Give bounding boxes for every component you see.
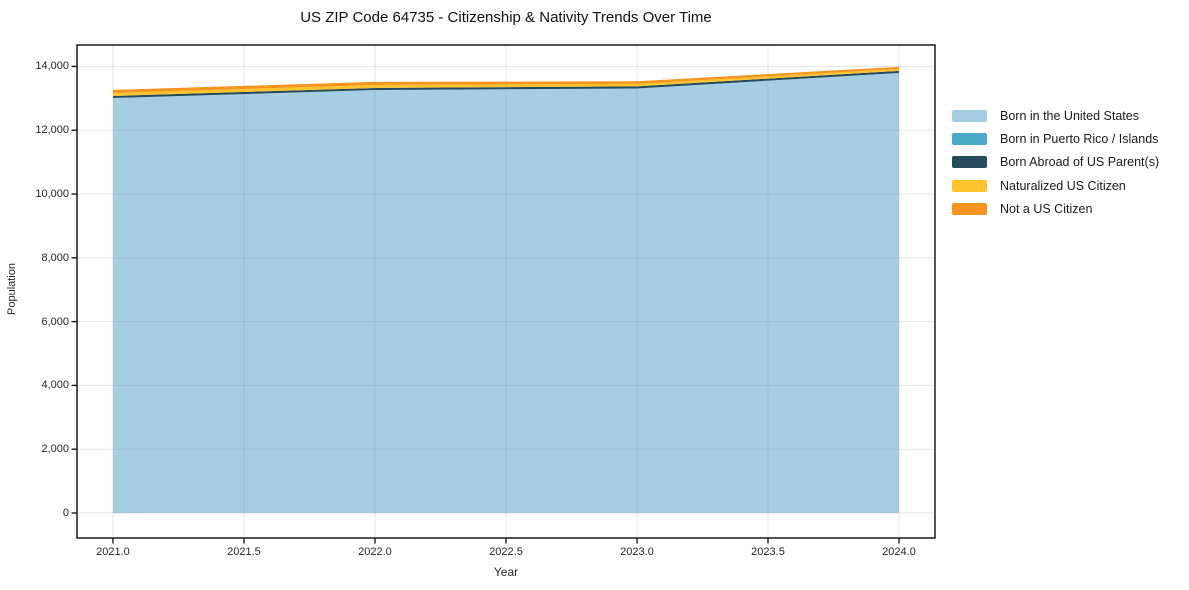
y-tick-label: 12,000 bbox=[35, 124, 69, 137]
legend-label: Naturalized US Citizen bbox=[1000, 178, 1126, 193]
x-tick-label: 2023.0 bbox=[620, 546, 654, 558]
legend-swatch bbox=[952, 156, 987, 169]
legend-item-born-in-puerto-rico-islands: Born in Puerto Rico / Islands bbox=[952, 127, 1159, 150]
y-tick-label: 8,000 bbox=[41, 251, 69, 264]
legend-label: Born in Puerto Rico / Islands bbox=[1000, 132, 1159, 147]
area-naturalized-us-citizen bbox=[113, 68, 899, 96]
y-tick-label: 2,000 bbox=[41, 443, 69, 456]
y-tick-label: 6,000 bbox=[41, 315, 69, 328]
legend-item-not-a-us-citizen: Not a US Citizen bbox=[952, 198, 1159, 221]
legend-swatch bbox=[952, 179, 987, 192]
legend: Born in the United States Born in Puerto … bbox=[952, 104, 1159, 221]
legend-label: Not a US Citizen bbox=[1000, 202, 1093, 217]
legend-label: Born Abroad of US Parent(s) bbox=[1000, 155, 1160, 170]
x-tick-label: 2024.0 bbox=[882, 546, 916, 558]
area-born-abroad-of-us-parent-s bbox=[113, 70, 899, 99]
chart-title: US ZIP Code 64735 - Citizenship & Nativi… bbox=[300, 9, 712, 26]
x-tick-label: 2021.0 bbox=[96, 546, 130, 558]
x-tick-label: 2022.0 bbox=[358, 546, 392, 558]
legend-label: Born in the United States bbox=[1000, 108, 1139, 123]
legend-item-naturalized-us-citizen: Naturalized US Citizen bbox=[952, 174, 1159, 197]
area-not-a-us-citizen bbox=[113, 66, 899, 93]
x-tick-label: 2021.5 bbox=[227, 546, 261, 558]
y-tick-label: 4,000 bbox=[41, 379, 69, 392]
legend-swatch bbox=[952, 203, 987, 216]
legend-item-born-abroad-of-us-parent-s: Born Abroad of US Parent(s) bbox=[952, 151, 1159, 174]
legend-swatch bbox=[952, 109, 987, 122]
x-axis-label: Year bbox=[493, 565, 519, 579]
y-axis-label: Population bbox=[6, 263, 18, 315]
y-tick-label: 0 bbox=[62, 506, 69, 519]
y-tick-label: 10,000 bbox=[35, 188, 69, 201]
x-tick-label: 2023.5 bbox=[751, 546, 785, 558]
legend-item-born-in-the-united-states: Born in the United States bbox=[952, 104, 1159, 127]
x-tick-label: 2022.5 bbox=[489, 546, 523, 558]
area-born-in-the-united-states bbox=[113, 72, 899, 513]
y-tick-label: 14,000 bbox=[35, 60, 69, 73]
legend-swatch bbox=[952, 133, 987, 146]
